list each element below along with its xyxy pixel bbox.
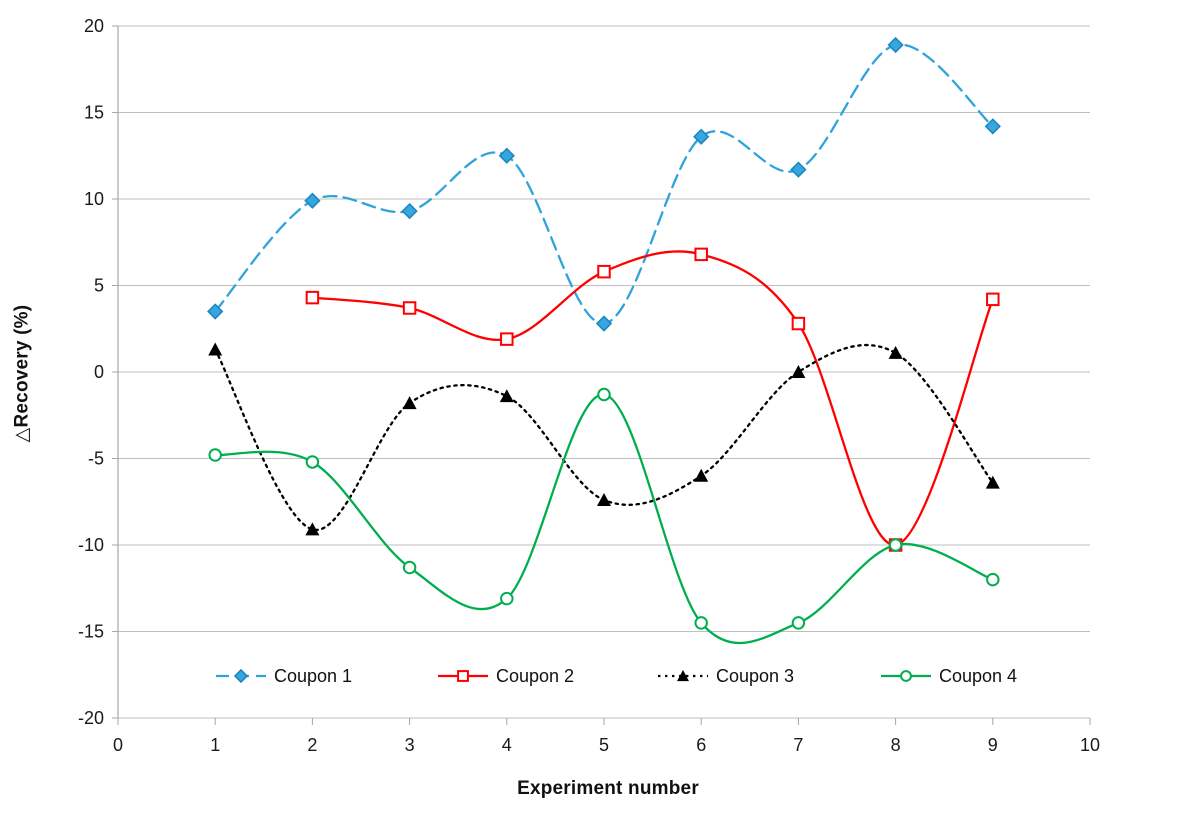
- data-point-marker: [402, 301, 417, 315]
- x-tick-label: 7: [793, 735, 803, 755]
- data-point-marker: [888, 345, 903, 359]
- x-tick-label: 8: [891, 735, 901, 755]
- legend-item-coupon-3: Coupon 3: [658, 662, 794, 690]
- data-point-marker: [498, 147, 515, 164]
- legend-item-coupon-2: Coupon 2: [438, 662, 574, 690]
- data-point-marker: [791, 316, 806, 331]
- data-point-marker: [597, 387, 611, 402]
- data-point-marker: [677, 670, 689, 682]
- data-point-marker: [694, 468, 709, 482]
- y-tick-label: -10: [78, 535, 104, 555]
- data-point-marker: [693, 128, 710, 145]
- data-point-marker: [595, 315, 613, 332]
- x-tick-label: 5: [599, 735, 609, 755]
- data-point-marker: [305, 522, 320, 536]
- data-point-marker: [790, 161, 807, 178]
- data-point-marker: [233, 668, 249, 684]
- x-tick-label: 9: [988, 735, 998, 755]
- legend-item-coupon-1: Coupon 1: [216, 662, 352, 690]
- legend-swatch-coupon-2-icon: [438, 670, 488, 682]
- data-point-marker: [694, 616, 708, 630]
- legend-label: Coupon 1: [274, 665, 353, 686]
- y-tick-label: 5: [94, 276, 104, 296]
- y-tick-label: -15: [78, 622, 104, 642]
- data-point-marker: [304, 192, 321, 209]
- data-point-marker: [984, 118, 1001, 135]
- x-tick-label: 3: [405, 735, 415, 755]
- y-tick-label: 10: [84, 189, 104, 209]
- y-tick-label: 15: [84, 103, 104, 123]
- data-point-marker: [694, 247, 708, 262]
- y-tick-label: 20: [84, 16, 104, 36]
- data-point-marker: [401, 202, 418, 220]
- y-tick-label: -5: [88, 449, 104, 469]
- legend-label: Coupon 3: [716, 665, 795, 686]
- x-tick-label: 10: [1080, 735, 1100, 755]
- data-point-marker: [305, 455, 320, 469]
- data-point-marker: [402, 560, 417, 575]
- legend-label: Coupon 2: [496, 665, 575, 686]
- data-point-marker: [500, 591, 514, 606]
- legend-swatch-coupon-3-icon: [658, 670, 708, 682]
- x-axis-title: Experiment number: [517, 778, 699, 799]
- data-point-marker: [986, 292, 1000, 307]
- x-tick-label: 4: [502, 735, 512, 755]
- legend-swatch-coupon-1-icon: [216, 668, 266, 684]
- series-line-coupon-1: [214, 43, 994, 325]
- data-point-marker: [597, 493, 611, 506]
- legend-item-coupon-4: Coupon 4: [881, 662, 1017, 690]
- data-point-marker: [208, 342, 223, 356]
- x-tick-label: 1: [210, 735, 220, 755]
- legend-swatch-coupon-4-icon: [881, 670, 931, 682]
- data-point-marker: [985, 475, 1000, 489]
- data-point-marker: [986, 572, 1000, 587]
- data-point-marker: [402, 396, 417, 410]
- data-point-marker: [791, 616, 806, 630]
- legend-label: Coupon 4: [939, 665, 1018, 686]
- data-point-marker: [305, 290, 320, 305]
- data-point-marker: [208, 448, 222, 462]
- x-tick-label: 2: [307, 735, 317, 755]
- y-tick-label: 0: [94, 362, 104, 382]
- data-point-marker: [499, 389, 514, 403]
- data-point-marker: [457, 670, 469, 682]
- data-point-marker: [888, 538, 903, 552]
- x-tick-label: 6: [696, 735, 706, 755]
- data-point-marker: [900, 670, 912, 682]
- data-point-marker: [500, 332, 514, 346]
- y-axis-title: △Recovery (%): [11, 304, 33, 443]
- data-point-marker: [791, 365, 806, 378]
- x-tick-label: 0: [113, 735, 123, 755]
- data-point-marker: [597, 264, 611, 279]
- series-line-coupon-4: [214, 393, 994, 645]
- series-line-coupon-3: [214, 343, 994, 531]
- data-point-marker: [887, 36, 904, 54]
- y-tick-label: -20: [78, 708, 104, 728]
- data-point-marker: [207, 303, 224, 320]
